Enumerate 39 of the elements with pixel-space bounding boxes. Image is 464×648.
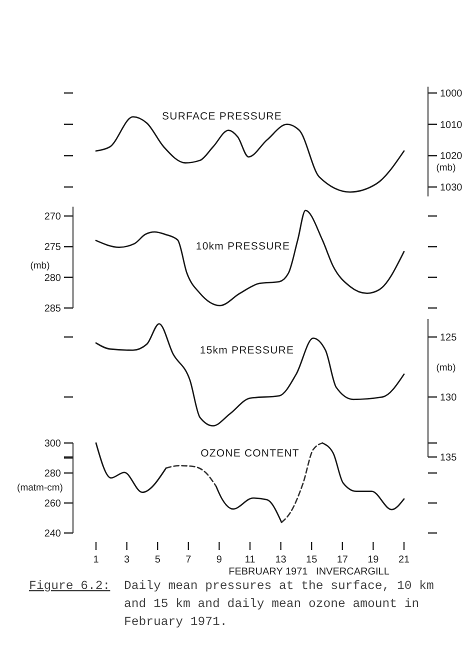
y-tick-label: 1000 — [440, 88, 463, 100]
y-tick-label: 240 — [44, 528, 62, 540]
x-tick-label: 11 — [244, 554, 256, 566]
y-tick-label: 300 — [44, 438, 62, 450]
line-series — [95, 210, 405, 306]
x-tick-label: 19 — [368, 554, 380, 566]
text: 15km PRESSURE — [200, 344, 294, 357]
y-tick-label: 270 — [44, 212, 62, 222]
y-axis-title: (matm-cm) — [17, 482, 63, 494]
x-tick-label: 15 — [306, 554, 318, 566]
x-tick-label: 3 — [124, 554, 130, 566]
text: Daily mean pressures at the surface, 10 km and 15 km and daily mean ozone amount in February 1971. — [124, 579, 434, 629]
y-tick-label: 135 — [440, 452, 458, 464]
text: OZONE CONTENT — [200, 448, 300, 460]
y-tick-label: 280 — [44, 272, 62, 284]
text: SURFACE PRESSURE — [162, 110, 282, 123]
y-axis-title: (mb) — [30, 260, 50, 272]
line-series — [95, 323, 405, 426]
y-tick-label: 1010 — [440, 120, 463, 131]
y-tick-label: 260 — [44, 498, 62, 510]
y-tick-label: 1030 — [440, 182, 463, 194]
x-tick-label: 13 — [275, 554, 287, 566]
y-axis-title: (mb) — [436, 362, 456, 374]
x-tick-label: 9 — [216, 554, 222, 566]
y-tick-label: 280 — [44, 468, 62, 480]
y-tick-label: 1020 — [440, 151, 463, 162]
y-axis-title: (mb) — [436, 162, 456, 174]
y-tick-label: 125 — [440, 332, 458, 344]
y-tick-label: 130 — [440, 392, 458, 404]
x-tick-label: 1 — [93, 554, 100, 566]
x-tick-label: 21 — [398, 554, 410, 566]
x-tick-label: 17 — [336, 554, 348, 566]
x-axis-title: FEBRUARY 1971 INVERCARGILL — [228, 566, 390, 578]
x-tick-label: 5 — [154, 554, 161, 566]
y-tick-label: 275 — [44, 242, 62, 254]
x-tick-label: 7 — [186, 554, 192, 566]
caption: Figure 6.2: — [29, 579, 110, 593]
text: 10km PRESSURE — [196, 240, 290, 253]
y-tick-label: 285 — [44, 304, 62, 314]
